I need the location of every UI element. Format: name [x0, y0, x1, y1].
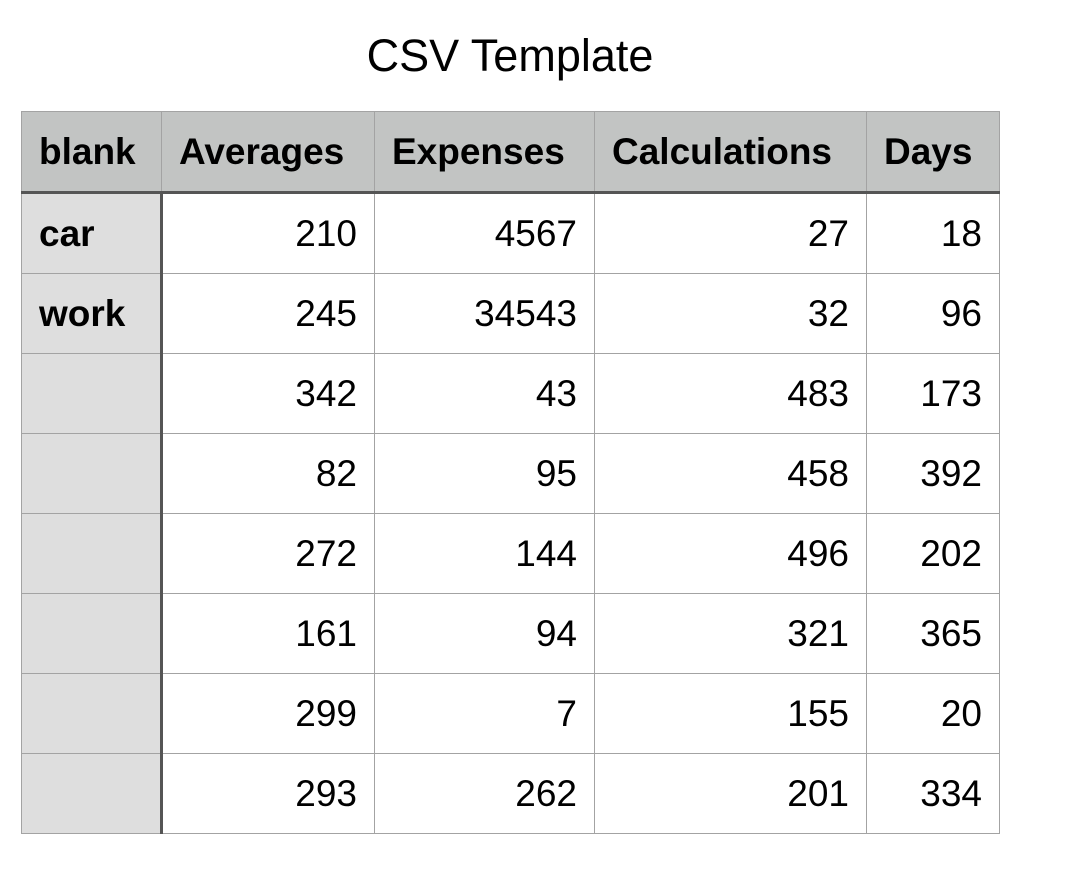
- cell-averages[interactable]: 293: [161, 753, 375, 834]
- cell-days[interactable]: 202: [866, 513, 1000, 594]
- cell-averages[interactable]: 210: [161, 192, 375, 274]
- row-label-cell[interactable]: work: [21, 273, 163, 354]
- cell-expenses[interactable]: 95: [374, 433, 595, 514]
- cell-calculations[interactable]: 201: [594, 753, 867, 834]
- row-label-cell[interactable]: [21, 513, 163, 594]
- row-label-cell[interactable]: [21, 353, 163, 434]
- cell-averages[interactable]: 82: [161, 433, 375, 514]
- table-row: 293 262 201 334: [21, 753, 1000, 834]
- cell-days[interactable]: 365: [866, 593, 1000, 674]
- cell-days[interactable]: 96: [866, 273, 1000, 354]
- header-row: blank Averages Expenses Calculations Day…: [21, 111, 1000, 194]
- cell-averages[interactable]: 272: [161, 513, 375, 594]
- table-row: 161 94 321 365: [21, 593, 1000, 674]
- header-cell-averages[interactable]: Averages: [161, 111, 375, 194]
- row-label-cell[interactable]: [21, 593, 163, 674]
- cell-days[interactable]: 20: [866, 673, 1000, 754]
- cell-expenses[interactable]: 4567: [374, 192, 595, 274]
- cell-averages[interactable]: 342: [161, 353, 375, 434]
- table-row: 299 7 155 20: [21, 673, 1000, 754]
- cell-days[interactable]: 334: [866, 753, 1000, 834]
- header-cell-calculations[interactable]: Calculations: [594, 111, 867, 194]
- header-cell-blank[interactable]: blank: [21, 111, 162, 194]
- table-row: car 210 4567 27 18: [21, 192, 1000, 274]
- cell-calculations[interactable]: 496: [594, 513, 867, 594]
- cell-averages[interactable]: 299: [161, 673, 375, 754]
- cell-expenses[interactable]: 94: [374, 593, 595, 674]
- table-row: work 245 34543 32 96: [21, 273, 1000, 354]
- cell-expenses[interactable]: 7: [374, 673, 595, 754]
- cell-expenses[interactable]: 43: [374, 353, 595, 434]
- cell-days[interactable]: 173: [866, 353, 1000, 434]
- row-label-cell[interactable]: car: [21, 192, 163, 274]
- data-table: blank Averages Expenses Calculations Day…: [21, 111, 1000, 834]
- cell-averages[interactable]: 245: [161, 273, 375, 354]
- cell-calculations[interactable]: 27: [594, 192, 867, 274]
- cell-expenses[interactable]: 262: [374, 753, 595, 834]
- cell-calculations[interactable]: 483: [594, 353, 867, 434]
- table-row: 82 95 458 392: [21, 433, 1000, 514]
- row-label-cell[interactable]: [21, 673, 163, 754]
- cell-days[interactable]: 392: [866, 433, 1000, 514]
- header-cell-days[interactable]: Days: [866, 111, 1000, 194]
- table-body: car 210 4567 27 18 work 245 34543 32 96 …: [21, 192, 1000, 834]
- table-row: 272 144 496 202: [21, 513, 1000, 594]
- cell-expenses[interactable]: 34543: [374, 273, 595, 354]
- cell-calculations[interactable]: 321: [594, 593, 867, 674]
- cell-days[interactable]: 18: [866, 192, 1000, 274]
- page-title: CSV Template: [366, 30, 654, 81]
- table-header: blank Averages Expenses Calculations Day…: [21, 111, 1000, 194]
- cell-calculations[interactable]: 458: [594, 433, 867, 514]
- row-label-cell[interactable]: [21, 433, 163, 514]
- cell-expenses[interactable]: 144: [374, 513, 595, 594]
- cell-calculations[interactable]: 155: [594, 673, 867, 754]
- header-cell-expenses[interactable]: Expenses: [374, 111, 595, 194]
- cell-calculations[interactable]: 32: [594, 273, 867, 354]
- row-label-cell[interactable]: [21, 753, 163, 834]
- cell-averages[interactable]: 161: [161, 593, 375, 674]
- table-row: 342 43 483 173: [21, 353, 1000, 434]
